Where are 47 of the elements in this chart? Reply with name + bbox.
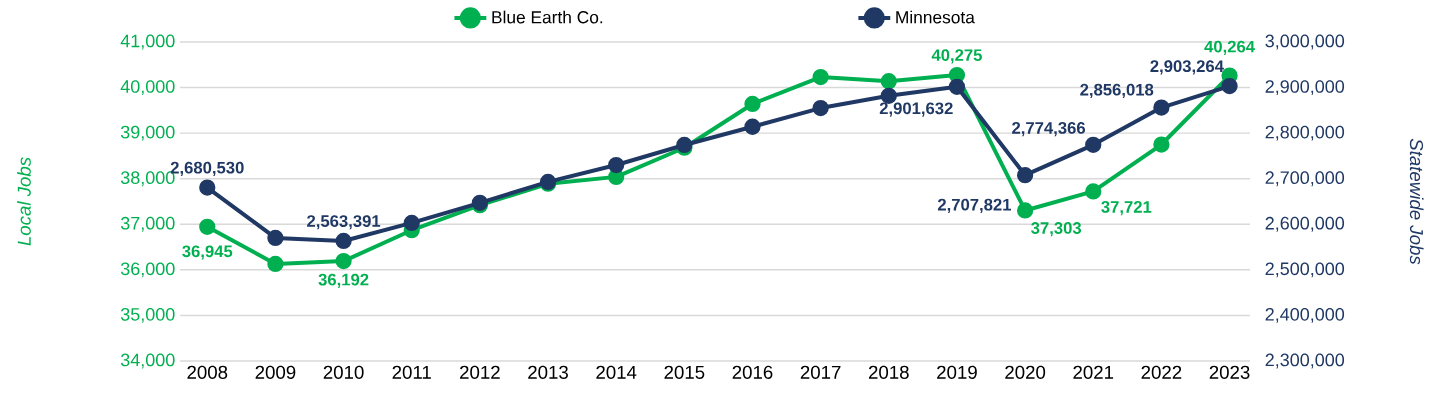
data-label: 37,721	[1101, 201, 1152, 216]
y-tick-label: 40,000	[120, 80, 175, 95]
y2-axis-title: Statewide Jobs	[1409, 138, 1424, 265]
y-tick-label: 34,000	[120, 353, 175, 369]
data-label: 2,774,366	[1012, 122, 1086, 137]
x-tick-label: 2008	[187, 365, 228, 379]
legend-label: Minnesota	[896, 10, 975, 24]
y2-tick-label: 2,300,000	[1265, 353, 1345, 369]
y2-tick-label: 2,400,000	[1265, 307, 1345, 323]
x-tick-label: 2010	[323, 365, 364, 379]
legend-label: Blue Earth Co.	[492, 10, 603, 24]
x-tick-label: 2017	[800, 365, 841, 379]
data-label: 36,192	[318, 273, 369, 288]
x-tick-label: 2015	[664, 365, 705, 379]
data-label: 2,707,821	[937, 198, 1012, 213]
x-tick-label: 2014	[596, 365, 637, 379]
data-label: 2,856,018	[1080, 83, 1154, 98]
x-tick-label: 2012	[460, 365, 500, 379]
x-tick-label: 2021	[1073, 365, 1114, 379]
x-tick-label: 2013	[528, 365, 568, 379]
data-label: 2,563,391	[307, 215, 381, 230]
y-tick-label: 39,000	[120, 125, 175, 141]
x-tick-label: 2023	[1209, 365, 1250, 379]
x-tick-label: 2016	[732, 365, 773, 379]
y2-tick-label: 2,800,000	[1265, 125, 1345, 141]
y-axis-title: Local Jobs	[17, 157, 31, 246]
data-label: 2,901,632	[879, 102, 953, 117]
data-label: 36,945	[182, 245, 233, 260]
data-label: 40,264	[1204, 40, 1255, 55]
y-tick-label: 41,000	[120, 34, 175, 50]
y2-tick-label: 2,500,000	[1265, 262, 1345, 278]
y-tick-label: 35,000	[120, 307, 175, 323]
y2-tick-label: 2,900,000	[1265, 80, 1345, 95]
x-tick-label: 2019	[937, 365, 977, 379]
data-label: 40,275	[931, 49, 982, 64]
y2-tick-label: 3,000,000	[1265, 34, 1345, 50]
x-tick-label: 2011	[392, 365, 431, 379]
y-tick-label: 36,000	[120, 262, 175, 278]
x-tick-label: 2022	[1141, 365, 1182, 379]
x-tick-label: 2009	[255, 365, 296, 379]
data-label: 2,903,264	[1150, 60, 1224, 75]
y2-tick-label: 2,600,000	[1265, 216, 1345, 232]
data-label: 37,303	[1031, 222, 1082, 237]
x-tick-label: 2020	[1005, 365, 1046, 379]
x-tick-label: 2018	[868, 365, 909, 379]
y2-tick-label: 2,700,000	[1265, 171, 1345, 187]
y-tick-label: 37,000	[120, 216, 175, 232]
